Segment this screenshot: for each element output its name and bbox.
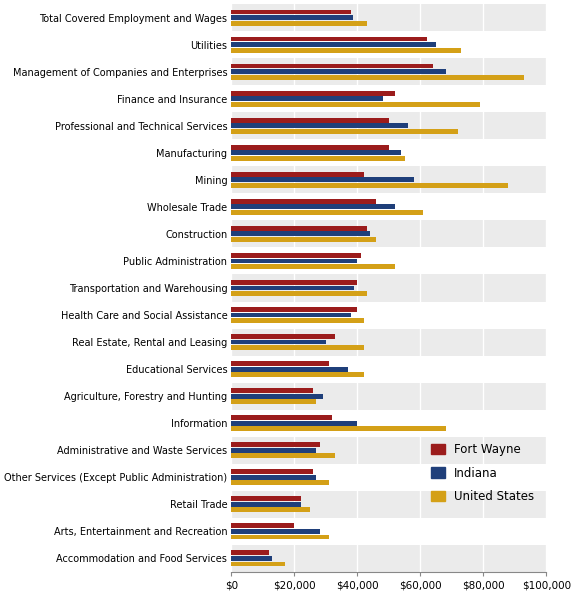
Bar [232,31,546,58]
Bar [232,302,546,328]
Bar [232,361,329,366]
Bar [232,205,395,209]
Bar [232,48,461,53]
Bar [232,199,376,203]
Bar [232,156,405,161]
Bar [232,312,351,318]
Bar [232,139,546,167]
Bar [232,453,335,458]
Bar [232,286,354,290]
Bar [232,90,395,96]
Bar [232,231,370,236]
Bar [232,253,361,258]
Bar [232,37,427,42]
Bar [232,491,546,518]
Bar [232,193,546,220]
Bar [232,383,546,409]
Bar [232,475,316,480]
Bar [232,172,363,177]
Bar [232,496,301,501]
Bar [232,356,546,383]
Bar [232,167,546,193]
Bar [232,220,546,248]
Bar [232,442,320,447]
Bar [232,469,313,474]
Bar [232,388,313,393]
Bar [232,502,301,507]
Bar [232,123,408,129]
Bar [232,237,376,242]
Bar [232,69,446,74]
Bar [232,129,458,134]
Bar [232,529,320,534]
Bar [232,15,352,20]
Bar [232,177,414,182]
Bar [232,556,273,560]
Bar [232,258,358,264]
Bar [232,340,326,345]
Bar [232,409,546,437]
Bar [232,334,335,339]
Bar [232,112,546,139]
Bar [232,64,433,68]
Bar [232,264,395,269]
Bar [232,291,367,296]
Bar [232,464,546,491]
Bar [232,42,436,47]
Bar [232,21,367,26]
Bar [232,151,401,155]
Bar [232,75,524,80]
Bar [232,328,546,356]
Bar [232,85,546,112]
Bar [232,545,546,572]
Bar [232,318,363,323]
Bar [232,345,363,350]
Bar [232,145,389,149]
Bar [232,118,389,123]
Bar [232,96,382,101]
Bar [232,437,546,464]
Bar [232,307,358,312]
Bar [232,367,348,371]
Bar [232,372,363,377]
Bar [232,447,316,453]
Bar [232,518,546,545]
Bar [232,58,546,85]
Bar [232,480,329,486]
Bar [232,562,285,566]
Bar [232,10,351,14]
Bar [232,102,480,107]
Legend: Fort Wayne, Indiana, United States: Fort Wayne, Indiana, United States [425,437,540,509]
Bar [232,394,323,399]
Bar [232,210,424,215]
Bar [232,523,294,528]
Bar [232,508,310,512]
Bar [232,274,546,302]
Bar [232,399,316,404]
Bar [232,280,358,285]
Bar [232,226,367,231]
Bar [232,183,508,188]
Bar [232,550,269,555]
Bar [232,427,446,431]
Bar [232,415,332,420]
Bar [232,248,546,274]
Bar [232,534,329,540]
Bar [232,421,358,425]
Bar [232,4,546,31]
